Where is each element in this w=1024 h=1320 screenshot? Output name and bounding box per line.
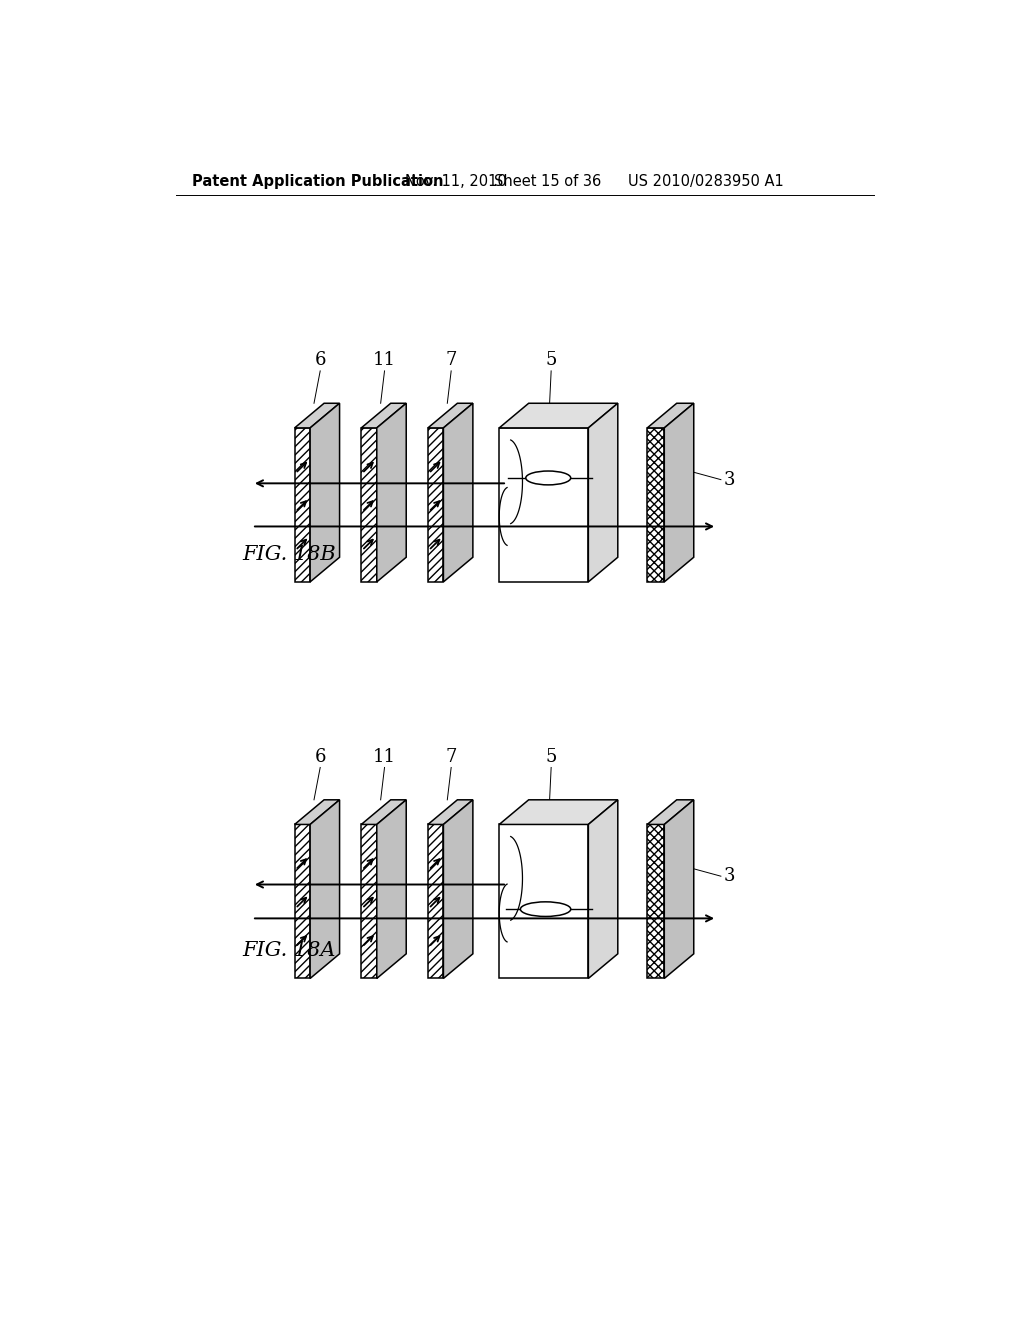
Polygon shape [500, 825, 589, 978]
Text: 5: 5 [546, 748, 557, 766]
Text: US 2010/0283950 A1: US 2010/0283950 A1 [628, 174, 783, 189]
Polygon shape [428, 428, 443, 582]
Text: FIG. 18B: FIG. 18B [242, 545, 336, 564]
Polygon shape [361, 428, 377, 582]
Text: 6: 6 [314, 351, 326, 370]
Polygon shape [295, 800, 340, 825]
Ellipse shape [525, 471, 570, 484]
Polygon shape [500, 404, 617, 428]
Text: Patent Application Publication: Patent Application Publication [191, 174, 443, 189]
Polygon shape [310, 800, 340, 978]
Text: 6: 6 [314, 748, 326, 766]
Polygon shape [428, 800, 473, 825]
Text: 11: 11 [373, 351, 396, 370]
Polygon shape [500, 800, 617, 825]
Polygon shape [361, 825, 377, 978]
Polygon shape [665, 404, 693, 582]
Text: 7: 7 [445, 748, 457, 766]
Polygon shape [647, 825, 665, 978]
Polygon shape [377, 800, 407, 978]
Text: 7: 7 [445, 351, 457, 370]
Polygon shape [443, 800, 473, 978]
Polygon shape [428, 404, 473, 428]
Polygon shape [647, 428, 665, 582]
Polygon shape [428, 825, 443, 978]
Text: Nov. 11, 2010: Nov. 11, 2010 [406, 174, 507, 189]
Text: 5: 5 [546, 351, 557, 370]
Polygon shape [361, 800, 407, 825]
Text: FIG. 18A: FIG. 18A [242, 941, 336, 960]
Polygon shape [295, 825, 310, 978]
Polygon shape [310, 404, 340, 582]
Text: 3: 3 [723, 471, 734, 488]
Polygon shape [443, 404, 473, 582]
Text: 3: 3 [723, 867, 734, 886]
Polygon shape [295, 404, 340, 428]
Polygon shape [377, 404, 407, 582]
Polygon shape [589, 800, 617, 978]
Polygon shape [647, 404, 693, 428]
Ellipse shape [520, 902, 570, 916]
Polygon shape [361, 404, 407, 428]
Text: 11: 11 [373, 748, 396, 766]
Text: Sheet 15 of 36: Sheet 15 of 36 [494, 174, 601, 189]
Polygon shape [647, 800, 693, 825]
Polygon shape [500, 428, 589, 582]
Polygon shape [295, 428, 310, 582]
Polygon shape [589, 404, 617, 582]
Polygon shape [665, 800, 693, 978]
